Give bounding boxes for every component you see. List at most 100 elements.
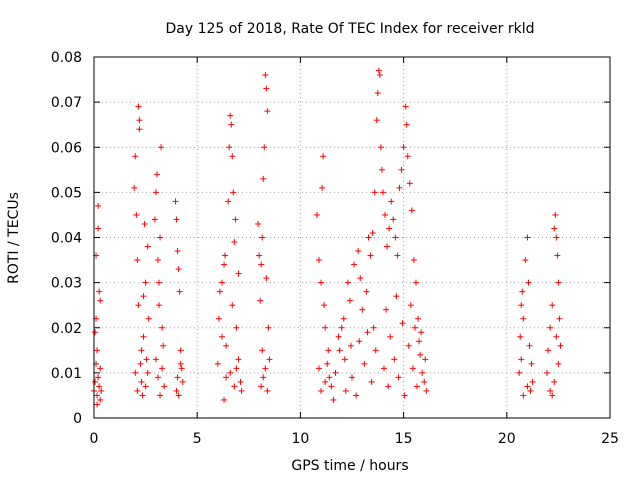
data-point — [409, 365, 416, 372]
data-point — [422, 356, 429, 363]
data-point — [177, 347, 184, 354]
data-point — [223, 374, 230, 381]
data-point — [140, 333, 147, 340]
data-point — [225, 198, 232, 205]
data-point — [421, 378, 428, 385]
data-point — [315, 365, 322, 372]
data-point — [528, 360, 535, 367]
data-point — [326, 374, 333, 381]
data-point — [264, 387, 271, 394]
data-point — [95, 225, 102, 232]
data-point — [321, 302, 328, 309]
data-point — [143, 356, 150, 363]
data-point — [132, 153, 139, 160]
data-point — [144, 369, 151, 376]
data-point — [226, 144, 233, 151]
data-point — [135, 103, 142, 110]
data-point — [260, 374, 267, 381]
y-tick-label: 0.02 — [51, 321, 82, 337]
data-point — [318, 279, 325, 286]
data-point — [221, 396, 228, 403]
axis-ticks: 0 0.01 0.02 0.03 0.04 0.05 0.06 0.07 0.08 0 5 10 15 2… — [51, 50, 619, 447]
data-point — [132, 369, 139, 376]
data-point — [552, 211, 559, 218]
data-point — [156, 279, 163, 286]
data-point — [524, 234, 531, 241]
data-point — [97, 297, 104, 304]
data-point — [138, 378, 145, 385]
data-point — [97, 396, 104, 403]
data-point — [369, 229, 376, 236]
data-point — [365, 234, 372, 241]
data-point — [393, 293, 400, 300]
data-point — [516, 369, 523, 376]
data-point — [140, 293, 147, 300]
y-tick-label: 0.01 — [51, 366, 82, 382]
data-point — [556, 315, 563, 322]
data-point — [406, 180, 413, 187]
data-point — [374, 90, 381, 97]
data-point — [257, 297, 264, 304]
data-point — [223, 342, 230, 349]
data-point — [237, 378, 244, 385]
data-point — [547, 387, 554, 394]
data-point — [256, 252, 263, 259]
data-point — [395, 374, 402, 381]
data-point — [228, 121, 235, 128]
data-point — [315, 257, 322, 264]
data-point — [159, 365, 166, 372]
data-point — [179, 378, 186, 385]
data-point — [415, 315, 422, 322]
data-point — [263, 275, 270, 282]
data-point — [266, 356, 273, 363]
data-point — [382, 211, 389, 218]
data-point — [258, 383, 265, 390]
data-point — [229, 153, 236, 160]
data-point — [218, 279, 225, 286]
data-point — [157, 234, 164, 241]
data-point — [160, 342, 167, 349]
data-point — [264, 108, 271, 115]
data-point — [419, 369, 426, 376]
data-point — [423, 387, 430, 394]
x-tick-label: 15 — [395, 431, 413, 447]
data-point — [544, 369, 551, 376]
data-point — [518, 356, 525, 363]
data-point — [391, 356, 398, 363]
data-point — [261, 144, 268, 151]
x-axis-label: GPS time / hours — [291, 458, 408, 474]
data-point — [152, 356, 159, 363]
data-point — [359, 306, 366, 313]
chart-title: Day 125 of 2018, Rate Of TEC Index for r… — [165, 21, 534, 37]
data-point — [95, 374, 102, 381]
data-point — [173, 216, 180, 223]
data-point — [238, 387, 245, 394]
data-point — [549, 302, 556, 309]
data-point — [175, 392, 182, 399]
data-point — [519, 288, 526, 295]
y-tick-label: 0.07 — [51, 95, 82, 111]
data-point — [131, 184, 138, 191]
data-point — [529, 378, 536, 385]
data-point — [233, 365, 240, 372]
data-point — [363, 288, 370, 295]
data-point — [386, 225, 393, 232]
data-point — [405, 342, 412, 349]
data-point — [380, 365, 387, 372]
data-point — [355, 248, 362, 255]
data-point — [134, 387, 141, 394]
data-point — [144, 243, 151, 250]
data-point — [262, 72, 269, 79]
data-point — [178, 365, 185, 372]
data-point — [344, 279, 351, 286]
data-point — [229, 302, 236, 309]
data-point — [392, 234, 399, 241]
data-point — [227, 112, 234, 119]
y-tick-label: 0.04 — [51, 231, 82, 247]
data-point — [346, 297, 353, 304]
data-point — [320, 153, 327, 160]
data-point — [156, 302, 163, 309]
data-point — [214, 360, 221, 367]
data-point — [547, 324, 554, 331]
data-point — [134, 257, 141, 264]
